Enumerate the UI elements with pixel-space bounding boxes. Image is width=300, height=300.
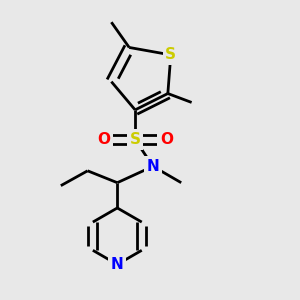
Text: O: O: [160, 132, 173, 147]
Text: N: N: [111, 257, 124, 272]
Text: S: S: [130, 132, 141, 147]
Text: S: S: [165, 47, 176, 62]
Text: N: N: [147, 159, 159, 174]
Text: O: O: [98, 132, 110, 147]
